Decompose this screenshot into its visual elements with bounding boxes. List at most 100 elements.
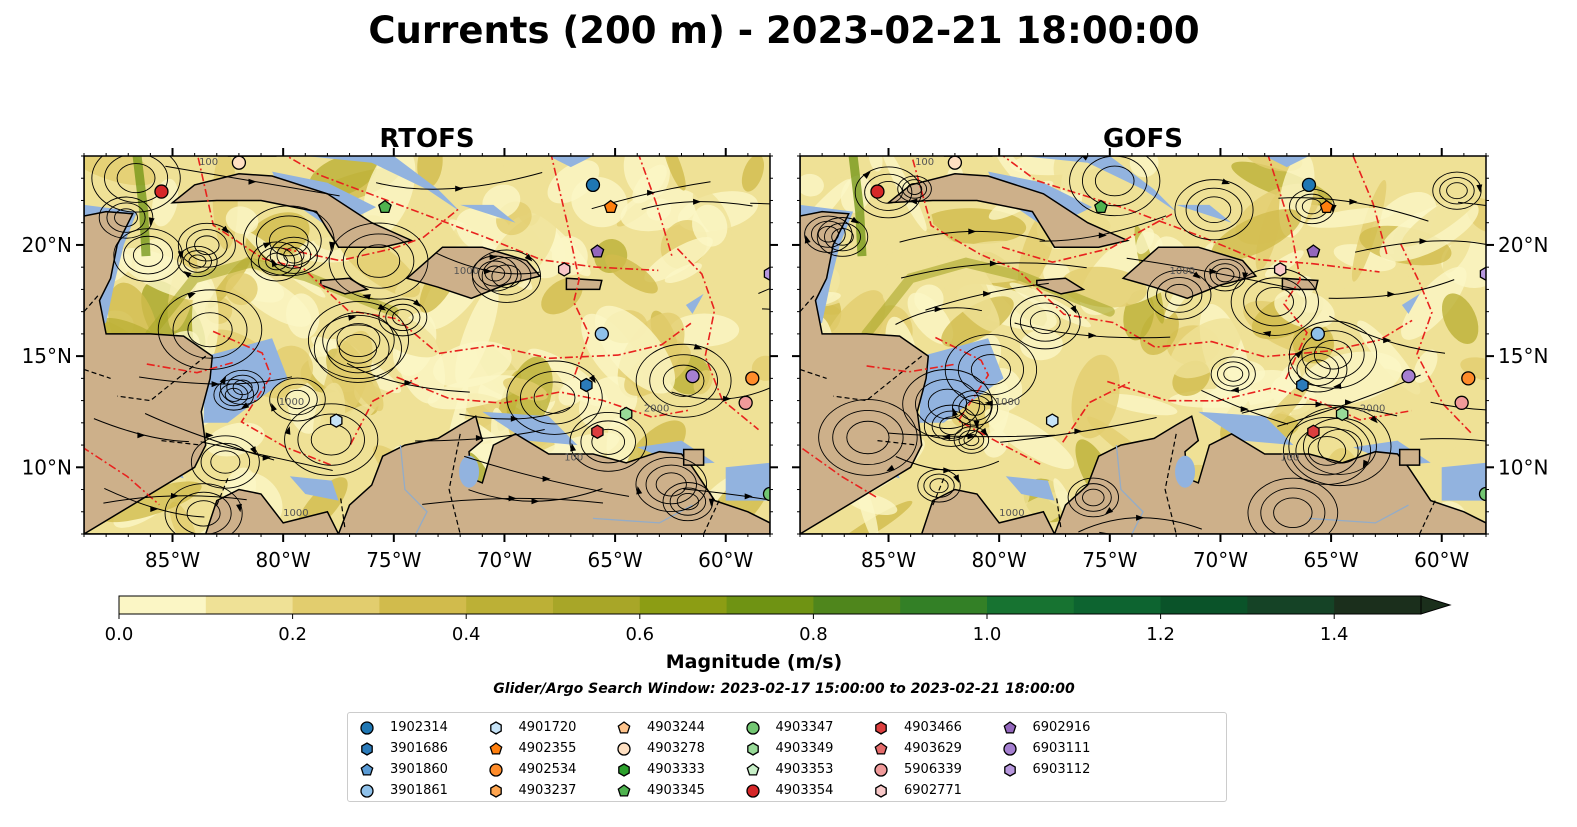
streamline-eddy <box>519 371 590 425</box>
streamline <box>1241 403 1398 417</box>
lat-tick-label: 10°N <box>22 455 72 479</box>
flow-arrow <box>886 464 895 472</box>
country-border <box>216 478 229 506</box>
lon-tick-label: 60°W <box>698 548 753 572</box>
streamline-eddy <box>1147 269 1212 320</box>
streamline <box>1126 257 1301 291</box>
legend-label: 4903278 <box>647 741 705 756</box>
streamline <box>459 406 571 420</box>
streamline-eddy <box>958 394 992 421</box>
flow-arrow <box>693 198 702 205</box>
legend-label: 4903629 <box>904 741 962 756</box>
legend-marker <box>745 720 760 735</box>
streamline-eddy <box>385 303 421 332</box>
legend-marker <box>360 720 374 735</box>
streamline-eddy <box>269 236 318 274</box>
river <box>1308 504 1409 524</box>
flow-arrow <box>850 216 860 224</box>
streamline-eddy <box>250 241 303 282</box>
legend-item-4903345: 4903345 <box>613 780 742 801</box>
isobath-label: 1000 <box>283 508 308 519</box>
legend-label: 5906339 <box>904 762 962 777</box>
flow-arrow <box>542 475 551 482</box>
streamline-eddy <box>832 409 904 466</box>
legend-item-6902771: 6902771 <box>870 780 999 801</box>
flow-arrow <box>1419 238 1428 245</box>
streamline-eddy <box>219 369 266 405</box>
circle-marker-icon <box>360 720 374 735</box>
streamline-eddy <box>106 202 146 233</box>
flow-arrow <box>1345 399 1353 406</box>
eez-boundary <box>1001 156 1380 273</box>
magnitude-patch <box>594 305 676 394</box>
magnitude-patch <box>1401 266 1467 340</box>
map-panel-gofs[interactable]: GOFS 1000 2000 100 100 1000 1000 85°W 80°W 75°W 7… <box>760 124 1577 575</box>
magnitude-patch <box>427 375 524 410</box>
flow-arrow <box>412 299 421 307</box>
flow-arrow <box>980 427 988 437</box>
float-4901720 <box>329 413 343 428</box>
streamline-eddy <box>326 324 390 374</box>
streamline-eddy <box>91 156 181 213</box>
flow-arrow <box>934 306 943 313</box>
magnitude-patch <box>169 501 198 534</box>
circle-marker-icon <box>745 783 760 798</box>
figure-title: Currents (200 m) - 2023-02-21 18:00:00 <box>368 9 1199 52</box>
streamline-eddy <box>1313 339 1353 370</box>
legend-marker <box>875 720 887 735</box>
legend-marker <box>360 762 374 776</box>
float-6902916 <box>590 244 605 258</box>
streamline-eddy <box>929 478 949 494</box>
colorbar-segment <box>119 596 207 614</box>
country-border <box>1164 433 1177 534</box>
flow-arrow <box>1362 459 1369 469</box>
legend-label: 4901720 <box>518 720 577 735</box>
legend-item-5906339: 5906339 <box>870 759 999 780</box>
eez-boundary <box>676 248 760 431</box>
float-3901861 <box>594 326 609 342</box>
map-frame <box>83 155 771 535</box>
streamline-eddy <box>116 163 156 194</box>
colorbar-extend-arrow <box>1420 595 1452 615</box>
lon-tick-label: 80°W <box>256 548 311 572</box>
flow-arrow <box>475 435 484 441</box>
streamline-eddy <box>258 247 296 276</box>
colorbar-tick-label: 1.2 <box>1146 624 1175 645</box>
float-4903466 <box>591 424 604 439</box>
float-legend: 1902314 3901686 3901860 3901861 4901720 49023… <box>347 712 1227 802</box>
colorbar-segment <box>292 596 380 614</box>
flow-arrow <box>804 235 811 244</box>
eez-boundary <box>1352 156 1389 257</box>
pentagon-marker-icon <box>489 741 502 755</box>
magnitude-patch <box>988 382 1010 439</box>
streamline-eddy <box>285 389 310 410</box>
magnitude-patch <box>1101 393 1178 416</box>
flow-arrow <box>1240 406 1249 413</box>
streamline-eddy <box>186 500 221 527</box>
flow-arrow <box>135 142 143 149</box>
eez-boundary <box>349 376 419 445</box>
streamline-eddy <box>1009 294 1081 350</box>
streamline-eddy <box>177 222 236 268</box>
streamline-eddy <box>378 298 428 337</box>
legend-label: 3901861 <box>390 783 448 798</box>
map-panel-rtofs[interactable]: RTOFS 1000 2000 100 100 1000 1000 85°W 80°W 75°W… <box>22 117 929 572</box>
circle-marker-icon <box>617 741 631 756</box>
streamline-eddy <box>923 473 955 498</box>
colorbar-segment <box>1073 596 1162 614</box>
eez-boundary <box>212 330 332 466</box>
streamline <box>641 201 753 210</box>
pentagon-marker-icon <box>874 741 888 755</box>
isobath-label: 1000 <box>995 397 1020 408</box>
colorbar-label: Magnitude (m/s) <box>666 651 843 673</box>
flow-arrow <box>1098 232 1107 239</box>
streamline-eddy <box>1156 276 1203 313</box>
lake <box>1175 455 1196 488</box>
legend-marker <box>489 783 502 798</box>
streamline-eddy <box>1215 267 1235 283</box>
streamline-eddy <box>182 250 212 273</box>
magnitude-patch <box>1071 354 1120 439</box>
streamline-eddy <box>297 413 365 466</box>
colorbar-segment <box>379 596 467 614</box>
legend-item-4903333: 4903333 <box>613 759 742 780</box>
